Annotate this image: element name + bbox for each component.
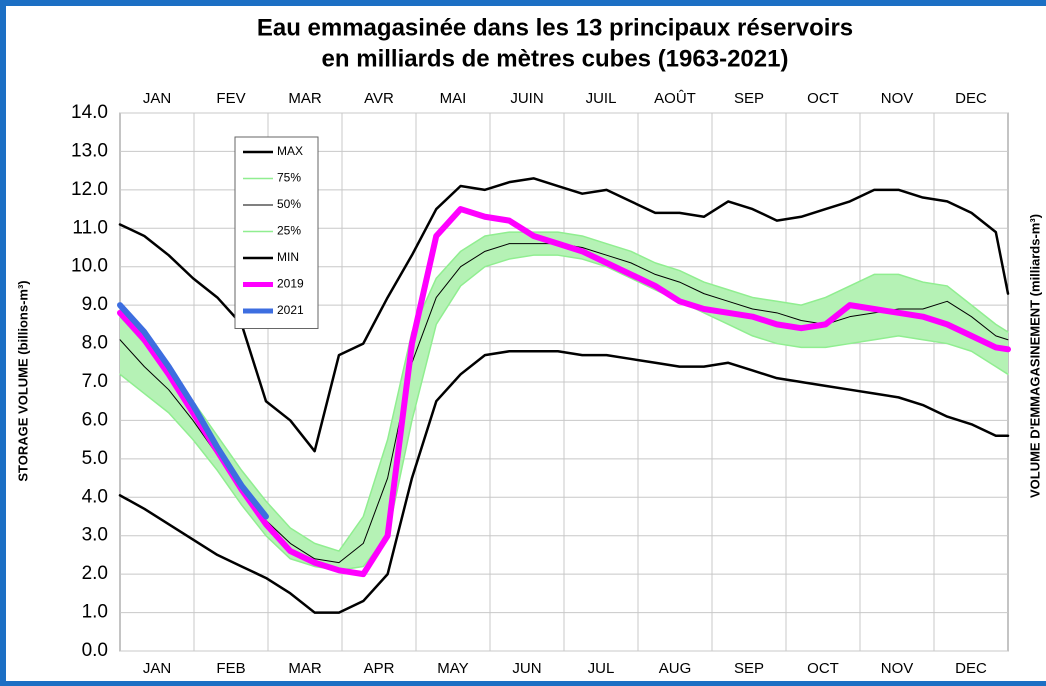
x-tick-label-top: FEV	[216, 90, 245, 107]
y-tick-label: 11.0	[72, 217, 108, 238]
legend-box	[234, 136, 319, 329]
x-tick-label: MAR	[288, 660, 322, 677]
legend-label: 75%	[277, 171, 301, 185]
page: Eau emmagasinée dans les 13 principaux r…	[6, 6, 1046, 681]
x-tick-label-top: AOÛT	[654, 90, 696, 107]
x-tick-label: AUG	[659, 660, 692, 677]
chart-title: en milliards de mètres cubes (1963-2021)	[322, 45, 789, 72]
x-tick-label: JUL	[588, 660, 615, 677]
x-tick-label-top: MAI	[440, 90, 467, 107]
x-tick-label-top: OCT	[807, 90, 839, 107]
x-tick-label: JAN	[143, 660, 171, 677]
legend-label: MIN	[277, 250, 299, 264]
chart-title: Eau emmagasinée dans les 13 principaux r…	[257, 14, 853, 41]
y-tick-label: 10.0	[71, 256, 108, 277]
y-tick-label: 3.0	[82, 525, 108, 546]
percentile-band	[120, 232, 1008, 571]
chart: Eau emmagasinée dans les 13 principaux r…	[15, 14, 1042, 677]
series-line	[117, 302, 269, 520]
y-tick-label: 7.0	[82, 371, 108, 392]
y-tick-label: 6.0	[82, 409, 108, 430]
x-tick-label-top: JUIL	[586, 90, 617, 107]
y-tick-label: 9.0	[82, 294, 108, 315]
x-tick-label-top: SEP	[734, 90, 764, 107]
x-tick-label-top: JUIN	[510, 90, 543, 107]
y-tick-label: 4.0	[82, 486, 108, 507]
legend-label: 2021	[277, 303, 304, 317]
x-tick-label-top: NOV	[881, 90, 914, 107]
x-tick-label-top: MAR	[288, 90, 322, 107]
legend-label: MAX	[277, 144, 303, 158]
series-line	[119, 231, 1009, 552]
x-tick-label: OCT	[807, 660, 839, 677]
y-tick-label: 12.0	[71, 179, 108, 200]
x-tick-label: JUN	[512, 660, 541, 677]
x-tick-label-top: AVR	[364, 90, 394, 107]
y-axis-label: STORAGE VOLUME (billions-m³)	[15, 280, 30, 481]
y-tick-label: 0.0	[82, 640, 108, 661]
y-tick-label: 2.0	[82, 563, 108, 584]
y-tick-label: 14.0	[71, 102, 108, 123]
x-tick-label: MAY	[437, 660, 468, 677]
legend-label: 25%	[277, 224, 301, 238]
y-tick-label: 1.0	[82, 602, 108, 623]
x-tick-label-top: JAN	[143, 90, 171, 107]
legend-label: 2019	[277, 277, 304, 291]
y-tick-label: 13.0	[71, 140, 108, 161]
series-line	[119, 254, 1009, 572]
x-tick-label: FEB	[216, 660, 245, 677]
y-tick-label: 8.0	[82, 333, 108, 354]
y2-axis-label: VOLUME D'EMMAGASINEMENT (milliards-m³)	[1027, 214, 1042, 498]
legend-label: 50%	[277, 197, 301, 211]
x-tick-label: SEP	[734, 660, 764, 677]
x-tick-label: NOV	[881, 660, 914, 677]
x-tick-label-top: DEC	[955, 90, 987, 107]
series-line	[117, 206, 1011, 578]
x-tick-label: APR	[364, 660, 395, 677]
x-tick-label: DEC	[955, 660, 987, 677]
y-tick-label: 5.0	[82, 448, 108, 469]
series-line	[118, 177, 1010, 453]
series-line	[118, 350, 1010, 614]
